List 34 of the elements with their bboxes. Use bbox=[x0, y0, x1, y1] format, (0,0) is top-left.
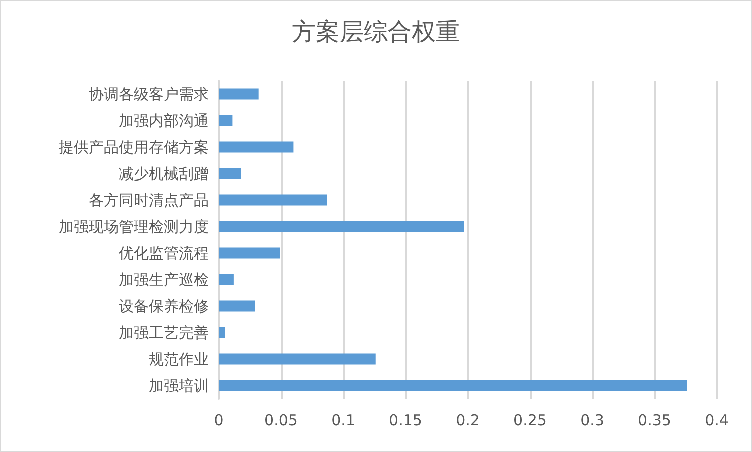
y-tick-label: 提供产品使用存储方案 bbox=[59, 138, 209, 156]
y-tick-label: 加强生产巡检 bbox=[119, 270, 209, 289]
bar bbox=[219, 115, 233, 126]
y-tick-label: 加强内部沟通 bbox=[119, 112, 209, 130]
y-tick-label: 加强现场管理检测力度 bbox=[59, 218, 209, 236]
x-tick-label: 0.25 bbox=[514, 412, 547, 430]
x-tick-label: 0 bbox=[214, 412, 224, 430]
y-tick-label: 加强培训 bbox=[149, 376, 209, 395]
bar bbox=[219, 354, 376, 365]
x-tick-label: 0.05 bbox=[264, 412, 298, 430]
bar bbox=[219, 274, 234, 286]
y-tick-label: 设备保养检修 bbox=[119, 297, 209, 316]
x-tick-label: 0.2 bbox=[456, 412, 480, 430]
bar bbox=[219, 194, 328, 206]
bar bbox=[219, 380, 688, 392]
bar bbox=[219, 327, 226, 338]
bar bbox=[219, 221, 464, 232]
bar bbox=[219, 88, 259, 100]
bar bbox=[219, 300, 256, 312]
y-tick-label: 减少机械刮蹭 bbox=[119, 164, 209, 183]
y-tick-label: 协调各级客户需求 bbox=[89, 85, 209, 104]
bar bbox=[219, 248, 280, 259]
y-tick-label: 各方同时清点产品 bbox=[89, 191, 209, 210]
chart-title: 方案层综合权重 bbox=[292, 18, 460, 46]
bar bbox=[219, 168, 242, 180]
bar bbox=[219, 142, 294, 153]
x-tick-label: 0.4 bbox=[705, 412, 729, 430]
x-tick-label: 0.3 bbox=[580, 412, 604, 430]
x-tick-label: 0.15 bbox=[389, 412, 422, 430]
y-tick-label: 加强工艺完善 bbox=[119, 324, 209, 342]
x-tick-label: 0.35 bbox=[638, 412, 672, 430]
y-tick-label: 规范作业 bbox=[149, 350, 209, 368]
x-tick-label: 0.1 bbox=[332, 412, 356, 430]
y-tick-label: 优化监管流程 bbox=[119, 244, 209, 262]
